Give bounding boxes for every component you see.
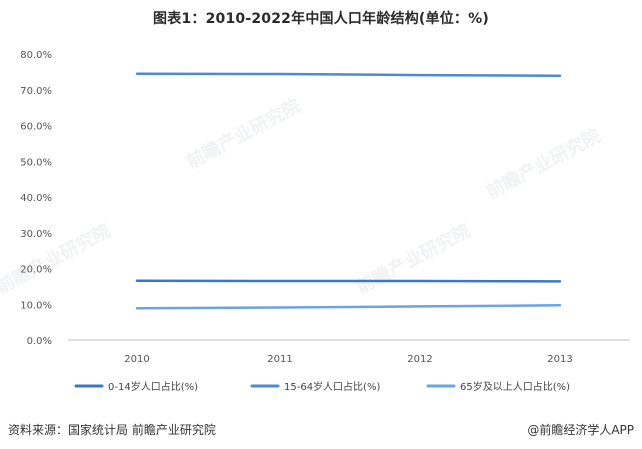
y-tick-label: 10.0% — [20, 300, 52, 311]
chart-title: 图表1：2010-2022年中国人口年龄结构(单位：%) — [153, 11, 489, 27]
y-tick-label: 30.0% — [20, 229, 52, 240]
legend[interactable]: 0-14岁人口占比(%) 15-64岁人口占比(%) 65岁及以上人口占比(%) — [74, 380, 570, 393]
y-tick-label: 70.0% — [20, 86, 52, 97]
legend-item-3[interactable]: 65岁及以上人口占比(%) — [426, 380, 570, 393]
series-line-2 — [135, 72, 562, 78]
legend-label: 0-14岁人口占比(%) — [108, 380, 198, 393]
y-tick-label: 50.0% — [20, 157, 52, 168]
x-tick-label: 2013 — [547, 354, 572, 365]
y-tick-label: 80.0% — [20, 50, 52, 61]
y-axis: 0.0% 10.0% 20.0% 30.0% 40.0% 50.0% 60.0% 70.0% 8… — [20, 50, 52, 347]
x-tick-label: 2012 — [407, 354, 432, 365]
legend-label: 15-64岁人口占比(%) — [284, 380, 380, 393]
x-axis: 2010 2011 2012 2013 — [68, 339, 630, 365]
y-tick-label: 60.0% — [20, 122, 52, 133]
legend-label: 65岁及以上人口占比(%) — [460, 380, 570, 393]
y-tick-label: 20.0% — [20, 265, 52, 276]
series-lines — [135, 72, 562, 310]
data-source-note: 资料来源：国家统计局 前瞻产业研究院 — [8, 423, 216, 437]
x-tick-label: 2011 — [267, 354, 292, 365]
y-tick-label: 40.0% — [20, 193, 52, 204]
series-line-1 — [135, 279, 562, 283]
legend-item-2[interactable]: 15-64岁人口占比(%) — [250, 380, 380, 393]
credit-note: @前瞻经济学人APP — [527, 423, 634, 437]
x-tick-label: 2010 — [124, 354, 149, 365]
y-tick-label: 0.0% — [27, 336, 52, 347]
series-line-3 — [135, 304, 562, 310]
legend-item-1[interactable]: 0-14岁人口占比(%) — [74, 380, 198, 393]
